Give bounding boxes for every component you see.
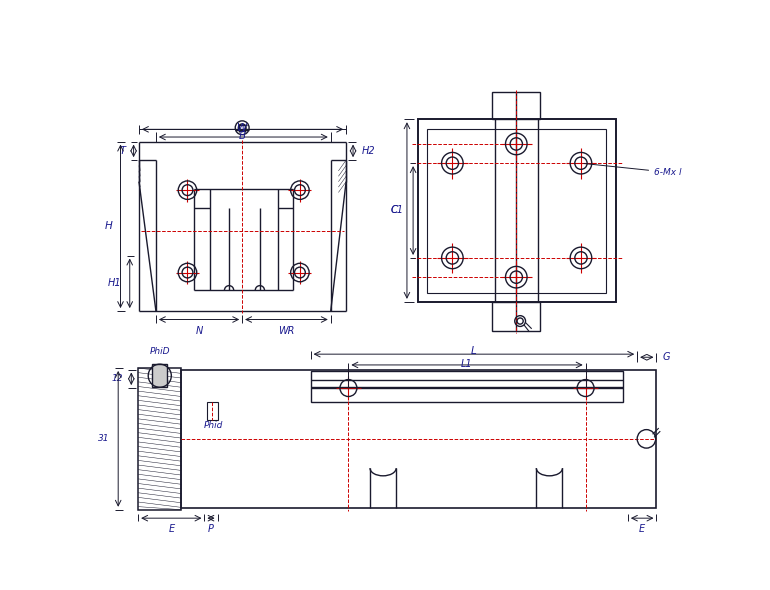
- Text: 12: 12: [112, 374, 123, 384]
- Text: Phid: Phid: [204, 421, 223, 430]
- Text: C1: C1: [391, 205, 403, 215]
- Text: G: G: [662, 352, 670, 362]
- Text: P: P: [208, 525, 213, 535]
- Text: WR: WR: [278, 326, 294, 336]
- Bar: [310, 371, 624, 402]
- Text: B: B: [239, 131, 246, 141]
- Text: H: H: [104, 221, 112, 231]
- Text: C: C: [390, 205, 398, 215]
- Text: E: E: [639, 525, 644, 535]
- Text: PhiD: PhiD: [149, 348, 170, 356]
- Bar: [493, 93, 541, 119]
- Text: 6-Mx l: 6-Mx l: [584, 163, 681, 177]
- Text: E: E: [169, 525, 174, 535]
- Bar: [493, 302, 541, 331]
- Bar: [206, 402, 218, 421]
- Text: L1: L1: [461, 359, 473, 369]
- Bar: [152, 364, 168, 387]
- Bar: [139, 368, 182, 510]
- Bar: [417, 119, 616, 302]
- Bar: [181, 369, 656, 508]
- Text: T: T: [119, 146, 125, 156]
- Bar: [427, 129, 607, 293]
- Text: L: L: [471, 346, 477, 356]
- Text: W: W: [237, 123, 247, 133]
- Text: N: N: [196, 326, 203, 336]
- Text: 31: 31: [99, 434, 109, 443]
- Text: H1: H1: [108, 278, 122, 289]
- Text: H2: H2: [362, 146, 375, 156]
